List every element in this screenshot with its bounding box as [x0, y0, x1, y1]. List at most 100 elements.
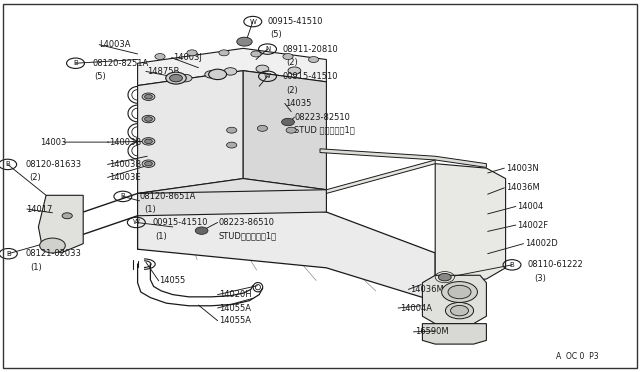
Polygon shape — [422, 275, 486, 324]
Polygon shape — [138, 179, 326, 216]
Text: 14875B: 14875B — [147, 67, 180, 76]
Text: 14036M: 14036M — [410, 285, 444, 294]
Circle shape — [219, 50, 229, 56]
Text: W: W — [133, 219, 140, 225]
Text: 14055A: 14055A — [219, 316, 251, 325]
Circle shape — [445, 302, 474, 319]
Text: (1): (1) — [144, 205, 156, 214]
Text: B: B — [6, 251, 11, 257]
Circle shape — [448, 285, 471, 299]
Text: W: W — [264, 73, 271, 79]
Text: STUDスタッド（1）: STUDスタッド（1） — [219, 232, 277, 241]
Circle shape — [251, 51, 261, 57]
Circle shape — [257, 125, 268, 131]
Circle shape — [142, 138, 155, 145]
Text: 08911-20810: 08911-20810 — [283, 45, 339, 54]
Text: (1): (1) — [155, 232, 166, 241]
Text: 14003N: 14003N — [506, 164, 538, 173]
Circle shape — [145, 94, 152, 99]
Text: 14002F: 14002F — [517, 221, 548, 230]
Text: 08120-81633: 08120-81633 — [26, 160, 82, 169]
Text: (1): (1) — [31, 263, 42, 272]
Circle shape — [142, 115, 155, 123]
Text: B: B — [509, 262, 515, 268]
Circle shape — [442, 282, 477, 302]
Text: 14003B: 14003B — [109, 160, 141, 169]
Text: 16590M: 16590M — [415, 327, 449, 336]
Text: (2): (2) — [287, 58, 298, 67]
Circle shape — [142, 93, 155, 100]
Circle shape — [187, 50, 197, 56]
Circle shape — [224, 68, 237, 75]
Circle shape — [286, 127, 296, 133]
Text: 14003E: 14003E — [109, 173, 140, 182]
Text: 14055: 14055 — [159, 276, 185, 285]
Text: 14004A: 14004A — [400, 304, 432, 312]
Polygon shape — [320, 149, 486, 167]
Circle shape — [179, 74, 192, 82]
Text: A  OC 0  P3: A OC 0 P3 — [556, 352, 598, 361]
Text: 14003: 14003 — [40, 138, 67, 147]
Circle shape — [166, 72, 186, 84]
Text: STUD スタッド（1）: STUD スタッド（1） — [294, 126, 355, 135]
Circle shape — [438, 273, 451, 281]
Circle shape — [195, 227, 208, 234]
Text: B: B — [5, 161, 10, 167]
Text: (3): (3) — [534, 274, 547, 283]
Text: (5): (5) — [270, 31, 282, 39]
Polygon shape — [138, 193, 435, 301]
Polygon shape — [138, 190, 326, 216]
Text: 14017: 14017 — [26, 205, 52, 214]
Text: 00915-41510: 00915-41510 — [152, 218, 208, 227]
Text: 14020H: 14020H — [219, 290, 252, 299]
Text: 00915-41510: 00915-41510 — [283, 72, 339, 81]
Polygon shape — [138, 71, 243, 193]
Circle shape — [155, 54, 165, 60]
Circle shape — [308, 57, 319, 62]
Circle shape — [142, 160, 155, 167]
Polygon shape — [243, 71, 326, 190]
Circle shape — [62, 213, 72, 219]
Text: (2): (2) — [287, 86, 298, 94]
Circle shape — [227, 142, 237, 148]
Polygon shape — [138, 48, 326, 86]
Text: 14036M: 14036M — [506, 183, 540, 192]
Text: (5): (5) — [95, 72, 106, 81]
Circle shape — [145, 161, 152, 166]
Text: 08110-61222: 08110-61222 — [528, 260, 584, 269]
Text: 14035: 14035 — [285, 99, 311, 108]
Text: W: W — [250, 19, 256, 25]
Text: 14003J: 14003J — [173, 53, 202, 62]
Text: 14004: 14004 — [517, 202, 543, 211]
Text: 14002D: 14002D — [525, 239, 557, 248]
Circle shape — [170, 74, 182, 82]
Text: N: N — [265, 46, 270, 52]
Circle shape — [227, 127, 237, 133]
Text: 08121-02033: 08121-02033 — [26, 249, 81, 258]
Circle shape — [283, 54, 293, 60]
Circle shape — [145, 117, 152, 121]
Circle shape — [282, 118, 294, 126]
Circle shape — [205, 71, 218, 78]
Polygon shape — [326, 160, 435, 193]
Text: 08223-82510: 08223-82510 — [294, 113, 350, 122]
Circle shape — [256, 65, 269, 73]
Text: 08223-86510: 08223-86510 — [219, 218, 275, 227]
Text: 14003B: 14003B — [109, 138, 141, 147]
Circle shape — [40, 238, 65, 253]
Circle shape — [451, 305, 468, 316]
Text: 08120-8251A: 08120-8251A — [93, 59, 149, 68]
Text: L4003A: L4003A — [99, 40, 131, 49]
Text: 14055A: 14055A — [219, 304, 251, 312]
Circle shape — [145, 139, 152, 144]
Text: (2): (2) — [29, 173, 40, 182]
Text: 00915-41510: 00915-41510 — [268, 17, 323, 26]
Polygon shape — [38, 195, 83, 253]
Text: 08120-8651A: 08120-8651A — [140, 192, 196, 201]
Text: B: B — [120, 193, 125, 199]
Text: B: B — [73, 60, 78, 66]
Polygon shape — [422, 324, 486, 344]
Circle shape — [237, 37, 252, 46]
Circle shape — [288, 67, 301, 74]
Circle shape — [209, 69, 227, 80]
